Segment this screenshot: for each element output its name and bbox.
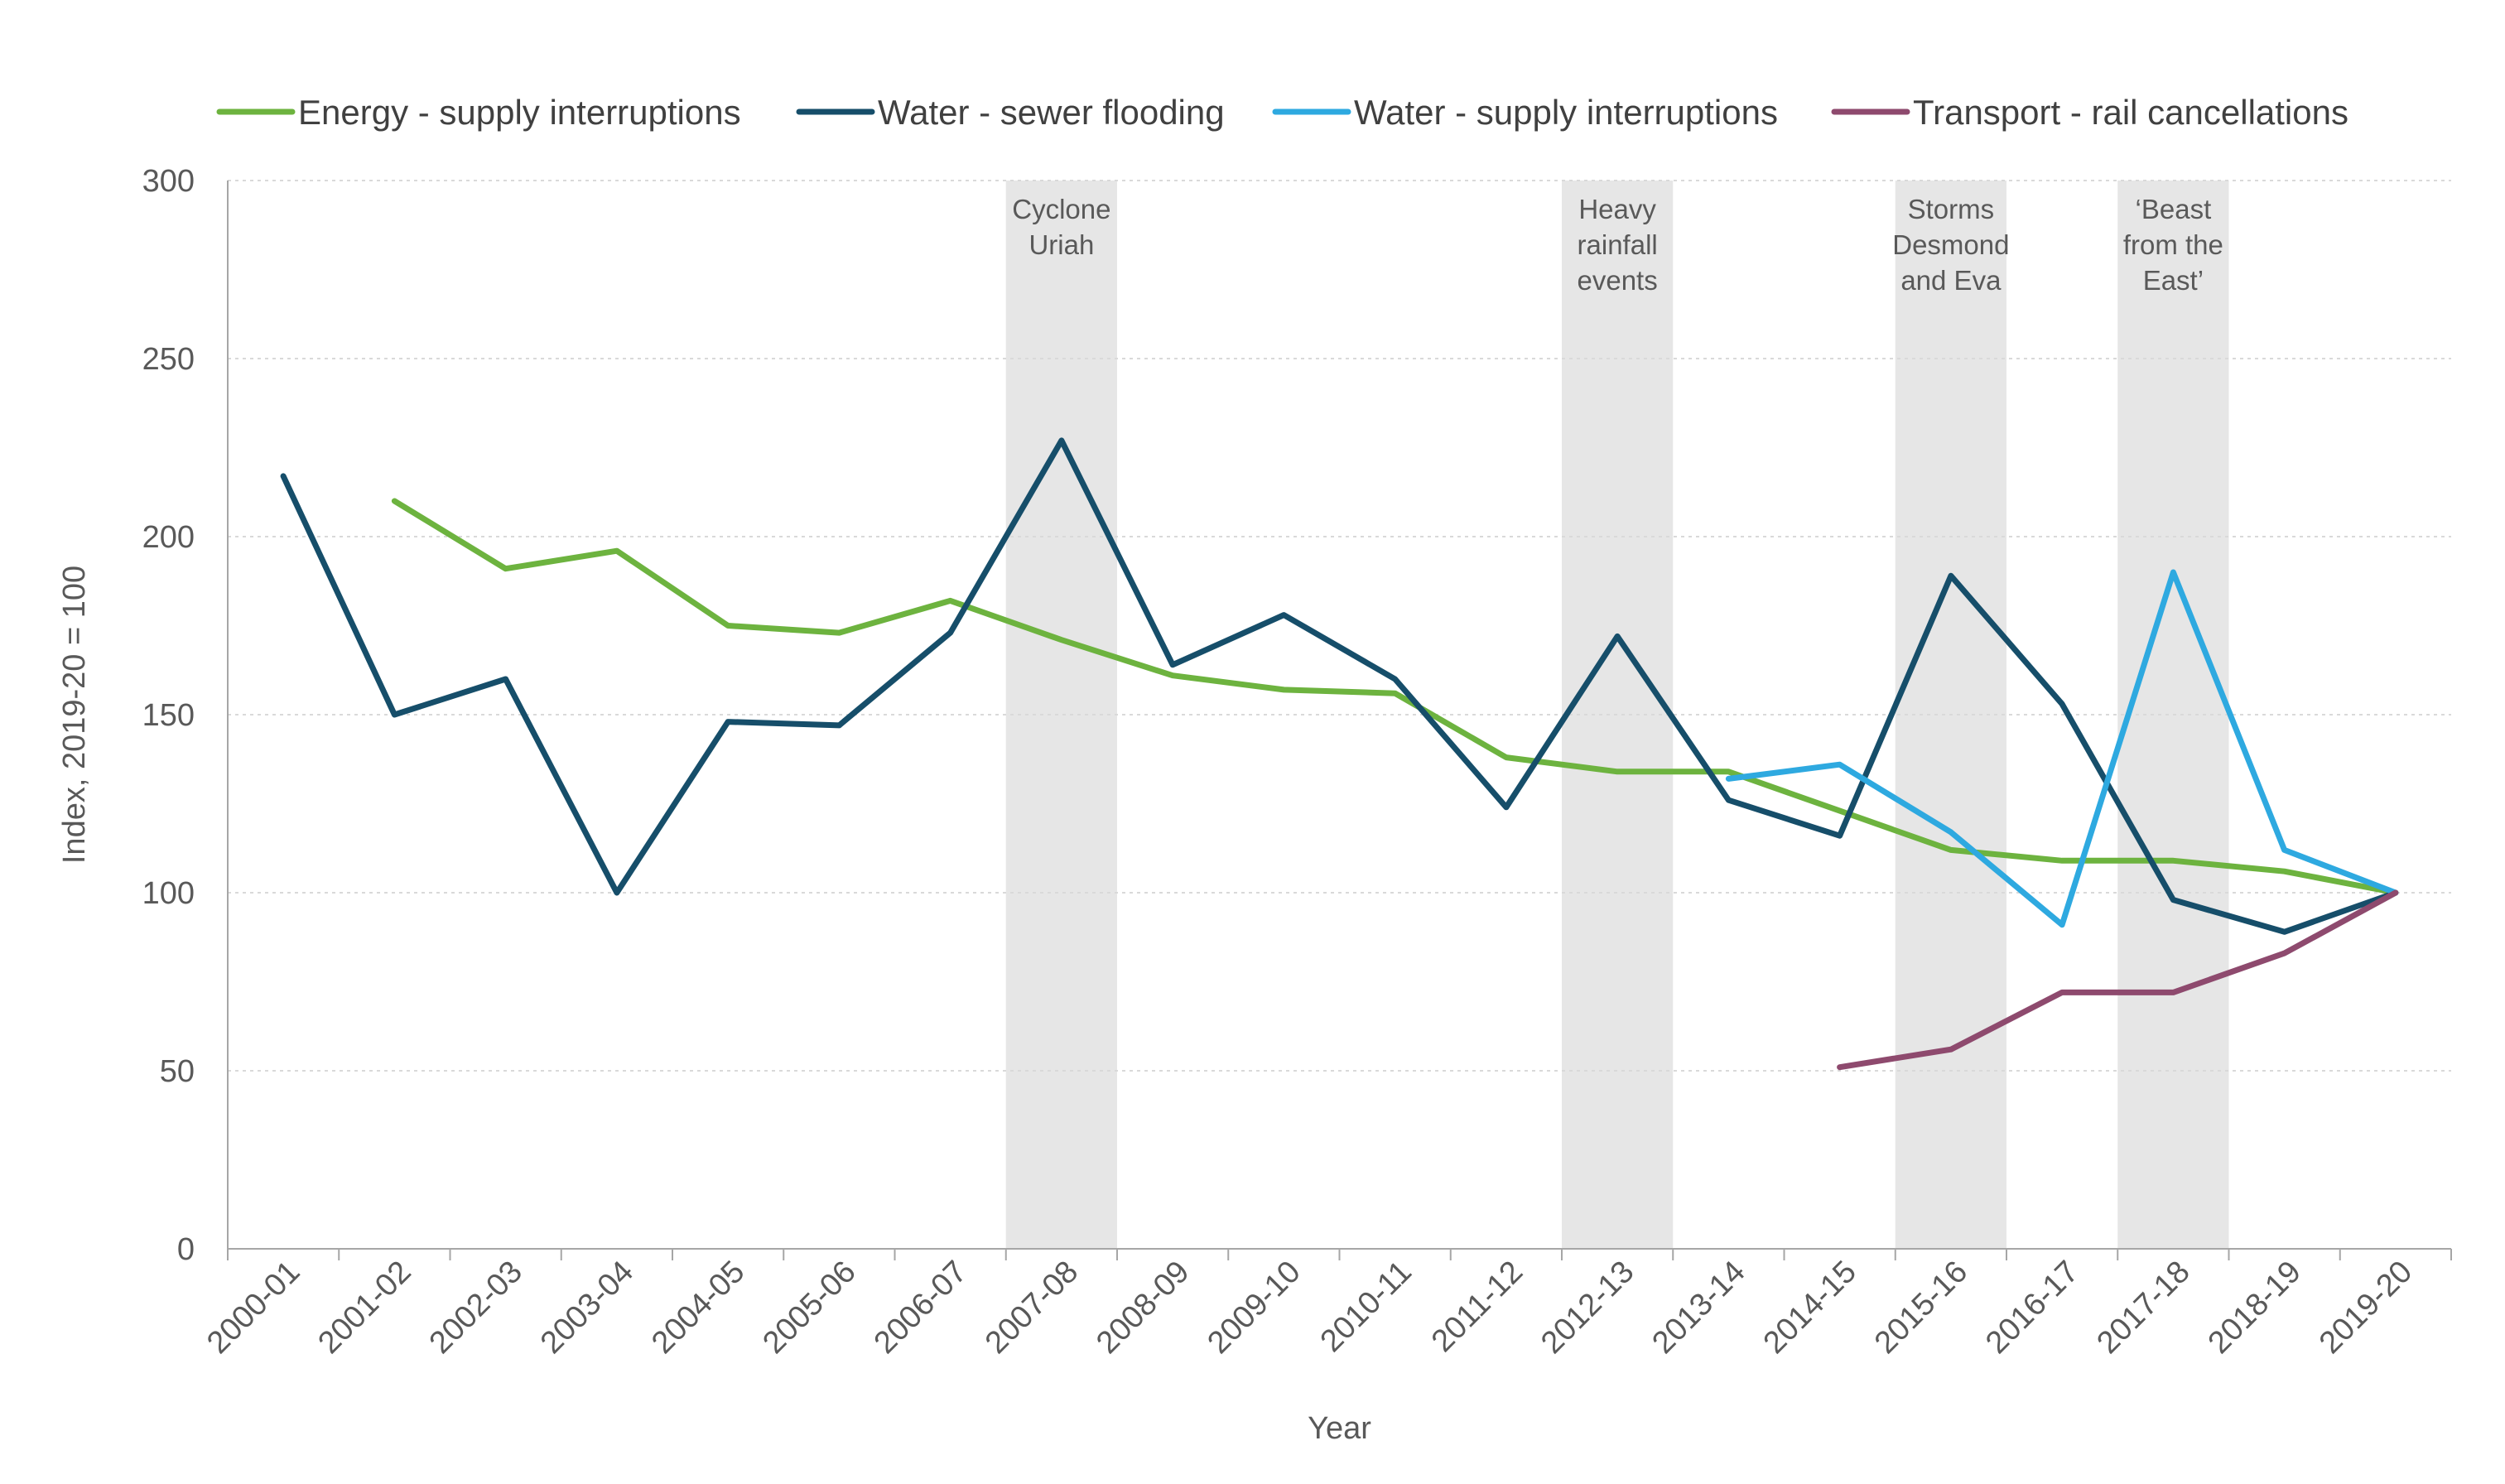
event-label-line: from the: [2123, 229, 2223, 260]
x-tick-label: 2005-06: [756, 1255, 862, 1361]
x-tick-label: 2018-19: [2202, 1255, 2308, 1361]
x-tick-label: 2011-12: [1425, 1255, 1529, 1359]
event-label-line: ‘Beast: [2136, 194, 2212, 224]
series-line-water-supply-interruptions: [1725, 569, 2399, 928]
x-tick-label: 2002-03: [423, 1255, 529, 1361]
legend-label: Transport - rail cancellations: [1913, 93, 2348, 132]
gridlines: [228, 180, 2451, 1072]
x-tick-label: 2004-05: [645, 1255, 751, 1361]
y-tick-label: 150: [142, 698, 195, 733]
event-label-line: Storms: [1908, 194, 1995, 224]
event-label-line: events: [1578, 265, 1658, 296]
event-label-line: Heavy: [1578, 194, 1656, 224]
legend-label: Water - supply interruptions: [1354, 93, 1778, 132]
x-tick-label: 2007-08: [979, 1255, 1085, 1361]
legend-label: Water - sewer flooding: [878, 93, 1225, 132]
series-lines: [280, 437, 2399, 1071]
x-tick-label: 2003-04: [534, 1255, 640, 1361]
y-tick-labels: 0 50 100 150 200 250 300: [142, 164, 195, 1267]
legend-label: Energy - supply interruptions: [298, 93, 741, 132]
x-tick-label: 2019-20: [2313, 1255, 2419, 1361]
x-tick-labels: 2000-01 2001-02 2002-03 2003-04 2004-05 2005-…: [200, 1255, 2419, 1361]
x-tick-label: 2001-02: [311, 1255, 417, 1361]
x-tick-label: 2010-11: [1314, 1255, 1419, 1359]
x-tick-label: 2012-13: [1534, 1255, 1640, 1361]
event-label-line: Cyclone: [1012, 194, 1110, 224]
event-label-line: rainfall: [1578, 229, 1658, 260]
y-tick-label: 100: [142, 876, 195, 911]
legend: Energy - supply interruptions Water - sew…: [216, 93, 2348, 132]
x-tick-label: 2006-07: [868, 1255, 974, 1361]
axes: [227, 181, 2452, 1260]
x-tick-label: 2008-09: [1090, 1255, 1196, 1361]
x-tick-label: 2015-16: [1868, 1255, 1974, 1361]
y-tick-label: 300: [142, 164, 195, 199]
x-tick-label: 2014-15: [1757, 1255, 1863, 1361]
series-line-water-sewer-flooding: [280, 437, 2399, 935]
event-label-line: East’: [2143, 265, 2204, 296]
event-band-2007-08: [1005, 181, 1117, 1249]
y-tick-label: 200: [142, 520, 195, 555]
y-tick-label: 50: [160, 1054, 195, 1089]
x-tick-label: 2013-14: [1645, 1255, 1751, 1361]
event-labels: Cyclone Uriah Heavy rainfall events Storms Des…: [1012, 194, 2223, 296]
y-axis-title: Index, 2019-20 = 100: [57, 566, 92, 864]
x-tick-label: 2016-17: [1979, 1255, 2085, 1361]
x-axis-title: Year: [1308, 1411, 1371, 1446]
x-tick-label: 2009-10: [1201, 1255, 1307, 1361]
y-tick-label: 0: [177, 1232, 195, 1267]
y-tick-label: 250: [142, 342, 195, 377]
x-tick-label: 2000-01: [200, 1255, 306, 1361]
event-label-line: Desmond: [1892, 229, 2009, 260]
series-line-energy-supply-interruptions: [391, 498, 2399, 896]
series-line-transport-rail-cancellations: [1837, 889, 2399, 1071]
x-tick-label: 2017-18: [2090, 1255, 2196, 1361]
event-label-line: Uriah: [1028, 229, 1094, 260]
event-label-line: and Eva: [1900, 265, 2002, 296]
